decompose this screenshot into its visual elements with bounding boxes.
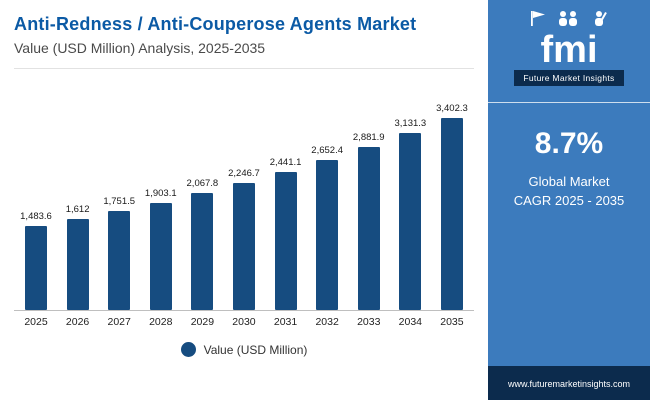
bar-chart: 1,483.6 1,612 1,751.5 1,903.1 2,067.8 2,246.7…	[14, 68, 474, 400]
bar	[191, 193, 214, 310]
website-link[interactable]: www.futuremarketinsights.com	[507, 379, 631, 389]
chart-legend: Value (USD Million)	[14, 342, 474, 357]
fmi-logo-icon: fmi	[530, 11, 607, 68]
plot-area: 1,483.6 1,612 1,751.5 1,903.1 2,067.8 2,246.7…	[14, 79, 474, 311]
bar	[316, 160, 339, 310]
x-axis: 2025 2026 2027 2028 2029 2030 2031 2032 2033 2034…	[14, 316, 474, 328]
x-tick-label: 2029	[190, 316, 215, 328]
bar-column: 1,612	[58, 204, 98, 310]
bar-value-label: 2,246.7	[228, 168, 260, 179]
bar-value-label: 3,131.3	[394, 118, 427, 129]
bar-value-label: 2,441.1	[269, 157, 302, 168]
legend-dot-icon	[180, 342, 196, 357]
bar-value-label: 1,903.1	[144, 188, 177, 199]
x-tick-label: 2033	[357, 316, 381, 328]
bar-value-label: 1,751.5	[103, 196, 136, 207]
bar	[108, 211, 131, 310]
bar	[232, 183, 255, 310]
page-subtitle: Value (USD Million) Analysis, 2025-2035	[14, 40, 266, 56]
cagr-value: 8.7%	[534, 127, 604, 160]
bar-value-label: 1,483.6	[20, 211, 52, 222]
bar	[149, 203, 172, 310]
bar-column: 2,246.7	[224, 168, 264, 310]
x-tick-label: 2032	[315, 316, 339, 328]
svg-text:fmi: fmi	[540, 29, 597, 68]
cagr-label-line2: CAGR 2025 - 2035	[513, 192, 625, 208]
chart-section: Anti-Redness / Anti-Couperose Agents Mar…	[14, 14, 474, 400]
x-tick-label: 2026	[65, 316, 90, 328]
bar-value-label: 1,612	[65, 204, 90, 215]
bar-column: 2,652.4	[307, 145, 347, 310]
panel-divider	[488, 102, 650, 103]
brand-name: Future Market Insights	[514, 70, 624, 86]
bar-value-label: 2,067.8	[186, 178, 219, 189]
page-title: Anti-Redness / Anti-Couperose Agents Mar…	[14, 14, 417, 34]
panel-footer: www.futuremarketinsights.com	[488, 366, 650, 400]
bar-column: 1,483.6	[16, 211, 56, 310]
brand-panel: fmi Future Market Insights 8.7% Global M…	[488, 0, 650, 400]
bar-column: 1,903.1	[141, 188, 181, 310]
bar	[399, 133, 422, 310]
bar	[357, 147, 380, 310]
bar	[66, 219, 89, 310]
x-tick-label: 2028	[149, 316, 173, 328]
bar-column: 1,751.5	[99, 196, 139, 310]
legend-label: Value (USD Million)	[203, 342, 308, 357]
bar-column: 2,441.1	[266, 157, 306, 310]
fmi-logo: fmi Future Market Insights	[514, 0, 624, 86]
x-tick-label: 2031	[273, 316, 298, 328]
x-tick-label: 2025	[24, 316, 48, 328]
bar	[440, 118, 463, 310]
cagr-label-line1: Global Market	[528, 174, 610, 189]
bar-value-label: 3,402.3	[436, 103, 468, 114]
bar	[25, 226, 47, 310]
x-tick-label: 2034	[398, 316, 423, 328]
bar-value-label: 2,881.9	[352, 132, 385, 143]
x-tick-label: 2030	[232, 316, 256, 328]
x-tick-label: 2035	[440, 316, 464, 328]
cagr-label: Global Market CAGR 2025 - 2035	[514, 173, 625, 211]
x-tick-label: 2027	[107, 316, 131, 328]
bar	[274, 172, 297, 310]
bar-column: 3,402.3	[432, 103, 472, 310]
bar-column: 3,131.3	[390, 118, 430, 310]
bar-column: 2,881.9	[349, 132, 389, 310]
bar-value-label: 2,652.4	[311, 145, 343, 156]
bar-column: 2,067.8	[182, 178, 222, 310]
